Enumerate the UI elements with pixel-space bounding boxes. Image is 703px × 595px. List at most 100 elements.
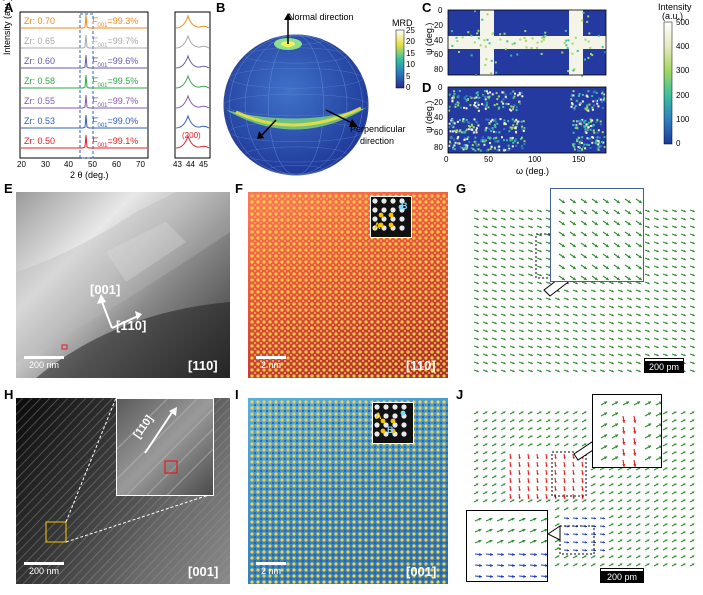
xrd-svg: (200): [19, 11, 211, 159]
intensity-colorbar: [663, 21, 673, 145]
map-xlabel: ω (deg.): [516, 166, 550, 176]
xrd-f001-label: F001=99.1%: [92, 136, 138, 149]
mrd-tick: 20: [406, 37, 415, 47]
xrd-zoom-xtick: 45: [199, 160, 208, 169]
map-xtick: 0: [444, 155, 449, 164]
panel-label-g: G: [456, 181, 467, 196]
xrd-curve: [21, 114, 147, 129]
intensity-tick: 300: [676, 66, 690, 76]
xrd-zoom-curve: [175, 94, 210, 109]
map-c-vertical-band-2: [569, 10, 583, 75]
f-subscript: 001: [97, 82, 108, 89]
map-ytick: 40: [434, 113, 443, 122]
xrd-xtick: 20: [17, 160, 26, 169]
dir-arrow-110: [111, 315, 139, 329]
xrd-zr-label: Zr: 0.70: [24, 16, 56, 26]
scalebar-f: 2 nm: [256, 356, 286, 370]
xrd-curve: [21, 54, 147, 69]
site-b-label-i: B: [387, 425, 394, 435]
xrd-zoom-curve: [175, 74, 210, 89]
f-value: =99.3%: [107, 16, 139, 26]
map-xtick: 100: [528, 155, 542, 164]
xrd-zoom-window: [79, 13, 94, 159]
site-b-label-f: B: [401, 201, 408, 211]
f-subscript: 001: [97, 42, 108, 49]
mrd-tick: 25: [406, 26, 415, 35]
f-symbol: F: [92, 96, 98, 106]
haadf-f-inset: A B: [370, 196, 412, 238]
panel-label-e: E: [4, 181, 13, 196]
f-subscript: 001: [97, 62, 108, 69]
map-ytick: 20: [434, 20, 443, 30]
tem-image-h: [110] [001] 200 nm: [16, 398, 230, 584]
mrd-colorbar: [395, 29, 405, 89]
tem-h-roi: [45, 521, 67, 543]
map-ytick: 80: [434, 143, 443, 152]
normal-direction-label: Normal direction: [288, 12, 354, 22]
map-ytick: 60: [434, 128, 443, 137]
f-symbol: F: [92, 16, 98, 26]
xrd-zoom-curve: [175, 54, 210, 69]
map-ytick: 0: [438, 6, 443, 15]
panel-label-j: J: [456, 387, 464, 402]
polar-j-inset-blue: [466, 510, 549, 582]
pole-sphere: [223, 34, 369, 176]
haadf-image-f: A B [110] 2 nm: [248, 192, 448, 378]
panel-label-c: C: [422, 0, 432, 15]
xrd-zoom-curve: [175, 114, 210, 129]
intensity-title-2: (a.u.): [662, 11, 684, 21]
xrd-curve: [21, 74, 147, 89]
scalebar-e: 200 nm: [24, 356, 64, 370]
mrd-tick: 0: [406, 83, 411, 92]
dir-arrow-001: [101, 301, 113, 329]
f-symbol: F: [92, 116, 98, 126]
map-ytick: 0: [438, 83, 443, 92]
panel-label-d: D: [422, 80, 432, 95]
panel-label-i: I: [235, 387, 239, 402]
pole-equator-band: [226, 108, 366, 130]
xrd-f001-label: F001=99.7%: [92, 36, 138, 49]
f-symbol: F: [92, 136, 98, 146]
tem-image-e: [001] [1̄10] [110] 200 nm: [16, 192, 230, 378]
scalebar-j: 200 pm: [600, 568, 644, 583]
intensity-tick: 100: [676, 114, 690, 124]
mrd-title: MRD: [392, 18, 413, 28]
zone-axis-f: [110]: [406, 358, 436, 373]
perp-arrow: [325, 109, 355, 125]
intensity-tick: 0: [676, 139, 681, 148]
perp-arrow-2: [261, 119, 277, 136]
intensity-tick: 200: [676, 90, 690, 100]
pole-figure-svg: [223, 13, 405, 176]
xrd-zr-label: Zr: 0.60: [24, 56, 56, 66]
panel-cd: ψ (deg.) ψ (deg.) 0 20 40 60 80 0 20 40 60 80 0 5…: [422, 0, 703, 180]
f-value: =99.5%: [107, 76, 139, 86]
xrd-xtick: 50: [88, 160, 97, 169]
map-xtick: 50: [484, 155, 493, 164]
xrd-zr-label: Zr: 0.53: [24, 116, 56, 126]
f-value: =99.7%: [107, 96, 139, 106]
intensity-tick: 500: [676, 18, 690, 27]
f-symbol: F: [92, 76, 98, 86]
intensity-title-1: Intensity: [658, 2, 692, 12]
dir-label-110: [1̄10]: [116, 318, 147, 333]
site-a-label-f: A: [374, 221, 381, 231]
perp-arrow-2-head: [257, 131, 264, 139]
panel-label-f: F: [235, 181, 243, 196]
f-value: =99.1%: [107, 136, 139, 146]
map-ytick: 80: [434, 65, 443, 75]
f-subscript: 001: [97, 122, 108, 129]
polar-g-inset: [550, 188, 644, 282]
f-value: =99.7%: [107, 36, 139, 46]
f-value: =99.6%: [107, 56, 139, 66]
dir-label-001: [001]: [90, 282, 121, 297]
panel-b: Normal direction Perpendicular direction…: [216, 0, 422, 180]
panel-a: (200) Zr: 0.70 F001=99.3% Zr: 0.65 F001=99.…: [0, 0, 216, 180]
xrd-zr-label: Zr: 0.50: [24, 136, 56, 146]
panel-label-a: A: [4, 0, 14, 15]
panel-label-b: B: [216, 0, 226, 15]
xrd-zoom-curve: [175, 134, 210, 149]
scalebar-g: 200 pm: [644, 358, 684, 373]
xrd-xtick: 40: [64, 160, 73, 169]
xrd-zr-label: Zr: 0.55: [24, 96, 56, 106]
xrd-f001-label: F001=99.5%: [92, 76, 138, 89]
